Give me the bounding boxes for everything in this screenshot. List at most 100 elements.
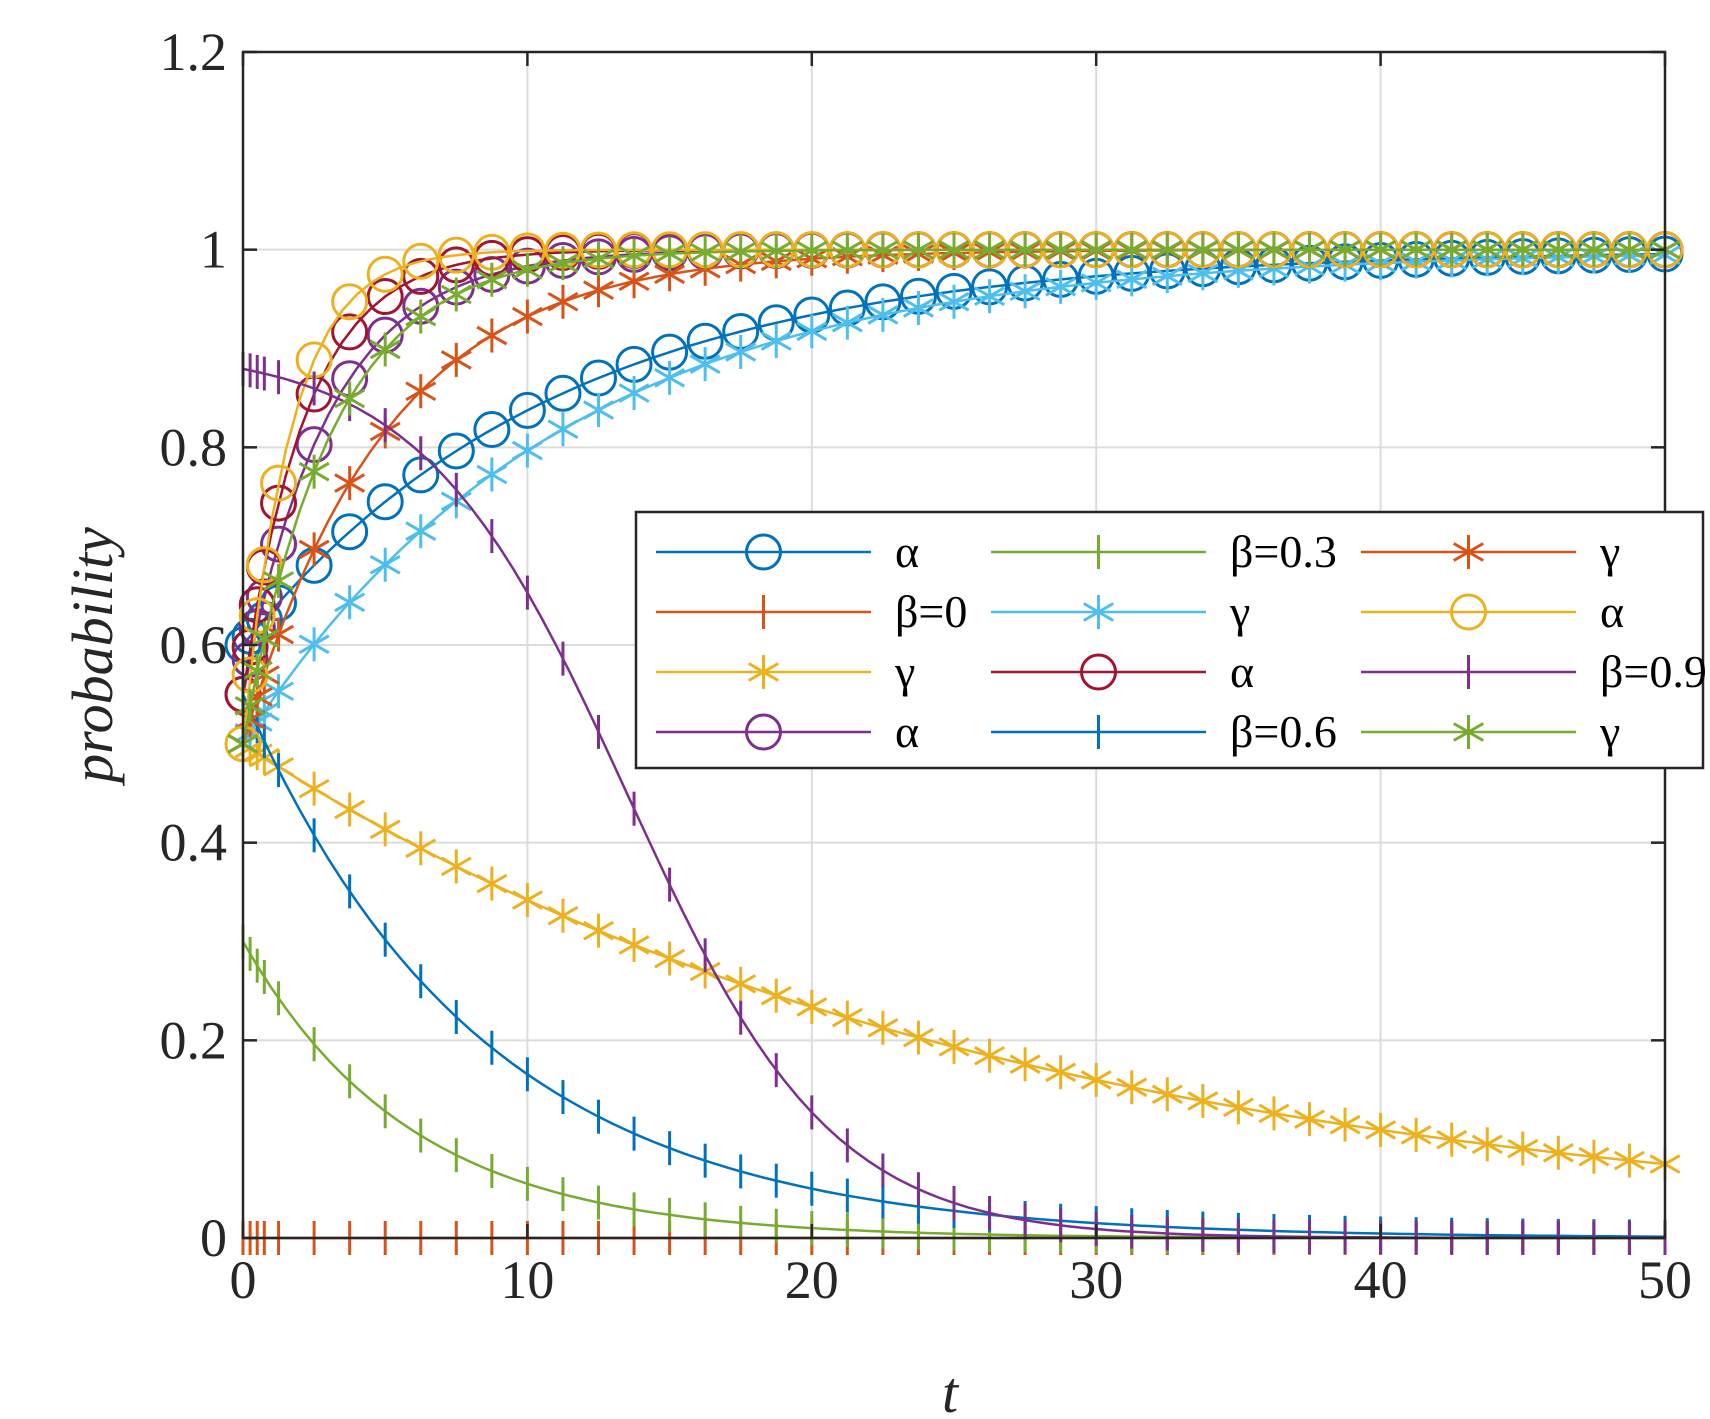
data-point: [547, 246, 579, 281]
legend-item: α: [656, 526, 919, 577]
data-point: [405, 831, 437, 866]
star-stroke: [583, 920, 614, 941]
star-stroke: [1329, 1114, 1361, 1135]
star-stroke: [618, 271, 650, 292]
data-point: [437, 236, 475, 274]
legend-item: β=0.9: [1361, 646, 1707, 697]
star-stroke: [1009, 1054, 1041, 1075]
star-stroke: [1453, 722, 1484, 742]
data-point: [1471, 232, 1503, 267]
star-stroke: [654, 264, 686, 285]
legend-marker: [745, 533, 782, 571]
circle-marker: [508, 391, 546, 429]
star-stroke: [583, 400, 614, 420]
legend-marker: [745, 713, 782, 751]
star-stroke: [1116, 269, 1148, 290]
data-point: [1045, 269, 1077, 304]
star-stroke: [511, 306, 543, 327]
circle-marker: [1450, 593, 1487, 631]
star-stroke: [689, 242, 721, 263]
data-point: [654, 236, 686, 271]
star-stroke: [760, 331, 792, 351]
star-stroke: [1578, 239, 1610, 260]
data-point: [334, 381, 366, 416]
data-point: [583, 913, 614, 948]
star-stroke: [511, 440, 543, 461]
star-stroke: [369, 554, 401, 575]
star-stroke: [796, 240, 828, 261]
star-stroke: [1080, 239, 1112, 260]
data-point: [618, 238, 650, 273]
legend-item: γ: [656, 646, 915, 697]
data-point: [1578, 232, 1610, 267]
star-stroke: [796, 321, 828, 342]
star-stroke: [867, 240, 899, 260]
star-stroke: [902, 1027, 934, 1048]
circle-marker: [331, 283, 369, 321]
star-stroke: [831, 312, 863, 333]
star-stroke: [1187, 1091, 1219, 1111]
star-stroke: [974, 286, 1006, 307]
star-stroke: [1613, 239, 1645, 260]
data-point: [1258, 1096, 1290, 1131]
star-stroke: [241, 660, 273, 681]
star-stroke: [405, 838, 437, 859]
circle-marker: [245, 546, 283, 584]
legend-label: γ: [1599, 706, 1620, 757]
data-point: [508, 391, 546, 429]
data-point: [1329, 232, 1361, 267]
star-stroke: [1187, 263, 1219, 284]
star-stroke: [938, 240, 970, 260]
data-point: [831, 233, 863, 268]
data-point: [241, 653, 273, 688]
legend-item: α: [991, 646, 1254, 697]
circle-marker: [245, 578, 283, 616]
data-point: [1222, 1090, 1254, 1125]
data-point: [1507, 1131, 1539, 1166]
data-point: [1578, 1139, 1610, 1174]
data-point: [1045, 1055, 1077, 1090]
data-point: [1507, 232, 1539, 267]
star-stroke: [1613, 1150, 1645, 1171]
data-point: [366, 278, 404, 316]
legend-label: α: [895, 706, 919, 757]
star-stroke: [1365, 1120, 1397, 1140]
series-layer: [224, 231, 1684, 1255]
circle-marker: [402, 257, 440, 295]
circle-marker: [366, 483, 404, 521]
data-point: [298, 627, 330, 662]
data-point: [867, 233, 899, 268]
star-stroke: [618, 383, 650, 403]
data-point: [1436, 232, 1468, 267]
data-point: [437, 432, 475, 470]
data-point: [511, 883, 543, 918]
data-point: [298, 532, 330, 567]
star-stroke: [263, 571, 295, 591]
star-stroke: [760, 985, 792, 1006]
data-point: [369, 332, 401, 367]
legend-box: [634, 510, 1705, 770]
data-point: [1222, 232, 1254, 267]
star-stroke: [547, 253, 579, 273]
star-stroke: [902, 298, 934, 318]
star-stroke: [547, 291, 579, 312]
circle-marker: [402, 242, 440, 280]
star-stroke: [1116, 239, 1148, 260]
data-point: [511, 299, 543, 334]
legend-label: α: [895, 526, 919, 577]
data-point: [1151, 232, 1183, 267]
data-point: [476, 457, 508, 492]
legend-label: β=0: [895, 586, 967, 637]
data-point: [1009, 232, 1041, 267]
data-point: [440, 342, 472, 377]
star-stroke: [938, 1037, 970, 1057]
star-stroke: [831, 1007, 863, 1028]
data-point: [476, 866, 508, 901]
star-stroke: [1045, 1062, 1077, 1083]
star-stroke: [1578, 1146, 1610, 1167]
legend-item: α: [1361, 586, 1624, 637]
star-stroke: [1258, 1103, 1290, 1124]
data-point: [234, 688, 266, 723]
star-stroke: [1329, 239, 1361, 260]
